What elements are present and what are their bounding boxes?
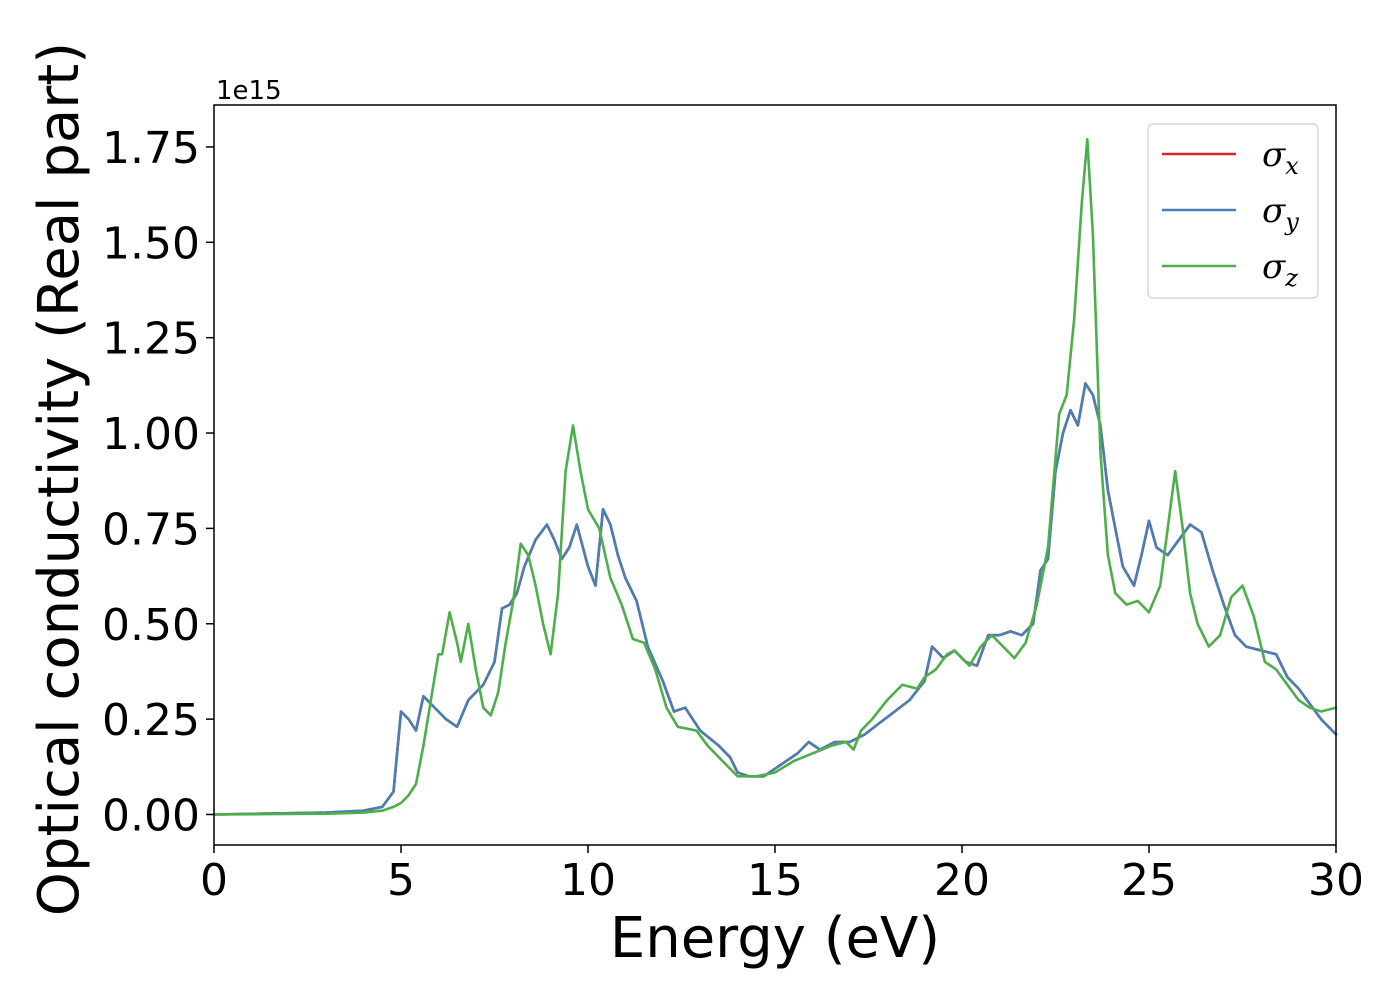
x-axis-label: Energy (eV) — [610, 906, 940, 971]
x-tick-label: 15 — [747, 855, 803, 906]
y-tick-label: 1.25 — [102, 314, 200, 365]
y-tick-label: 1.50 — [102, 218, 200, 269]
x-tick-label: 0 — [200, 855, 228, 906]
x-tick-label: 20 — [934, 855, 990, 906]
y-axis-ticks: 0.00 0.25 0.50 0.75 1.00 1.25 1.50 1.75 — [102, 123, 214, 841]
x-axis-ticks: 0 5 10 15 20 25 30 — [200, 845, 1364, 906]
legend-label-sigma-y: σy — [1262, 191, 1299, 236]
y-offset-label: 1e15 — [216, 76, 282, 106]
y-tick-label: 1.75 — [102, 123, 200, 174]
y-tick-label: 1.00 — [102, 409, 200, 460]
x-tick-label: 5 — [387, 855, 415, 906]
y-tick-label: 0.50 — [102, 600, 200, 651]
y-tick-label: 0.00 — [102, 790, 200, 841]
x-tick-label: 30 — [1308, 855, 1364, 906]
series-line-sigma-z — [212, 138, 1338, 816]
x-tick-label: 25 — [1121, 855, 1177, 906]
y-tick-label: 0.25 — [102, 695, 200, 746]
legend: σx σy σz — [1147, 123, 1319, 299]
y-axis-label: Optical conductivity (Real part) — [27, 42, 92, 916]
legend-label-sigma-z: σz — [1262, 247, 1298, 292]
y-tick-label: 0.75 — [102, 504, 200, 555]
series-layer — [212, 138, 1338, 816]
legend-label-sigma-x: σx — [1262, 135, 1299, 180]
x-tick-label: 10 — [560, 855, 616, 906]
